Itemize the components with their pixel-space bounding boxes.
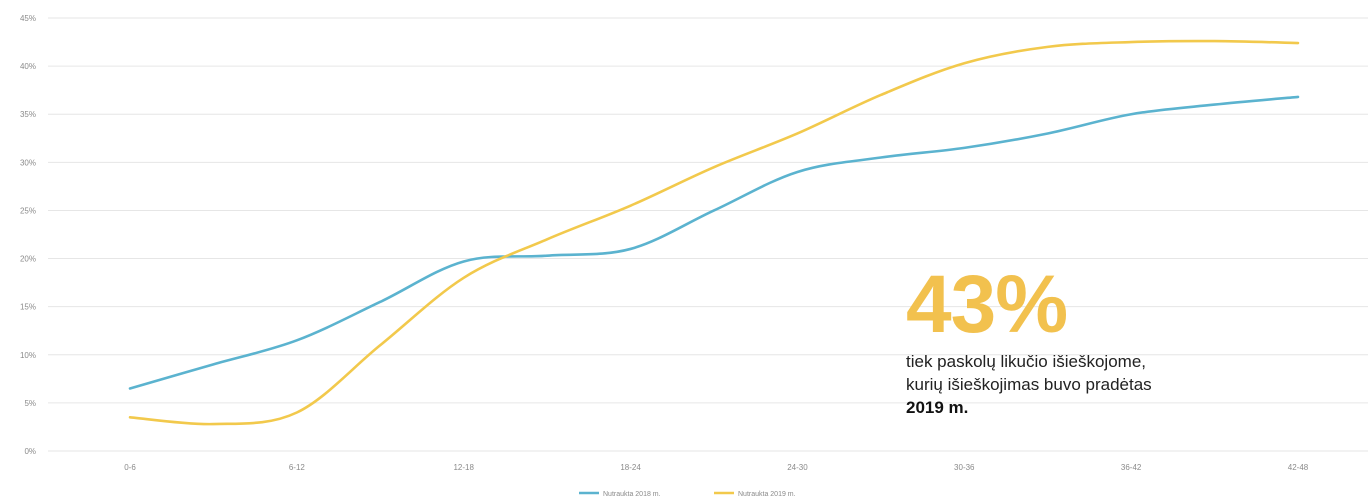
x-tick-label: 24-30	[787, 463, 808, 472]
x-tick-label: 30-36	[954, 463, 975, 472]
callout-line-2: kurių išieškojimas buvo pradėtas	[906, 375, 1152, 394]
x-tick-label: 6-12	[289, 463, 306, 472]
callout-line-3: 2019 m.	[906, 398, 969, 417]
y-tick-label: 20%	[20, 255, 36, 264]
y-tick-label: 30%	[20, 158, 36, 167]
callout-line-1: tiek paskolų likučio išieškojome,	[906, 352, 1146, 371]
callout-text: tiek paskolų likučio išieškojome, kurių …	[906, 350, 1246, 419]
series-line-1	[128, 95, 1300, 390]
series-lines	[128, 39, 1300, 426]
gridlines	[48, 17, 1368, 452]
x-tick-label: 0-6	[124, 463, 136, 472]
x-tick-label: 36-42	[1121, 463, 1142, 472]
series-line-2	[128, 39, 1300, 426]
y-tick-label: 35%	[20, 110, 36, 119]
y-axis-ticks: 0% 5% 10% 15% 20% 25% 30% 35% 40% 45%	[20, 14, 36, 456]
x-axis-ticks: 0-6 6-12 12-18 18-24 24-30 30-36 36-42 42-48	[124, 463, 1309, 472]
y-tick-label: 45%	[20, 14, 36, 23]
y-tick-label: 0%	[24, 447, 36, 456]
legend: Nutraukta 2018 m. Nutraukta 2019 m.	[579, 491, 796, 498]
y-tick-label: 10%	[20, 351, 36, 360]
callout-big-value: 43%	[906, 259, 1068, 350]
x-tick-label: 18-24	[620, 463, 641, 472]
y-tick-label: 40%	[20, 62, 36, 71]
legend-label-2: Nutraukta 2019 m.	[738, 491, 796, 498]
legend-label-1: Nutraukta 2018 m.	[603, 491, 661, 498]
y-tick-label: 15%	[20, 303, 36, 312]
x-tick-label: 42-48	[1288, 463, 1309, 472]
y-tick-label: 5%	[24, 399, 36, 408]
x-tick-label: 12-18	[453, 463, 474, 472]
callout: 43% tiek paskolų likučio išieškojome, ku…	[906, 262, 1246, 419]
y-tick-label: 25%	[20, 206, 36, 215]
